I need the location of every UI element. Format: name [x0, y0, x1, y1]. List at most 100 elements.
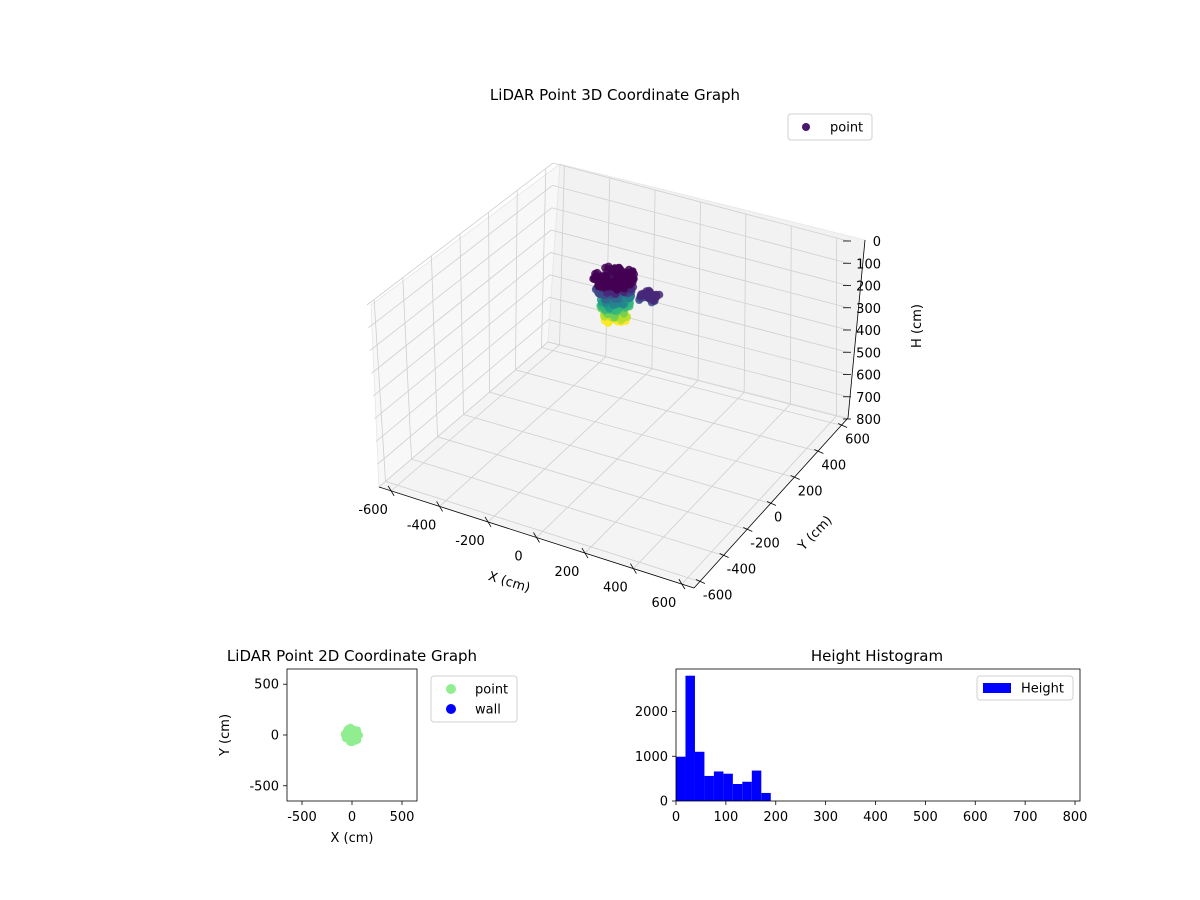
histogram-x-tick-label-4: 400	[863, 810, 888, 825]
plot-3d-z-axis-line	[847, 239, 866, 419]
plot-3d-y-tick-1	[719, 553, 729, 558]
plot-3d-title: LiDAR Point 3D Coordinate Graph	[490, 86, 740, 104]
plot-2d-point-156	[349, 736, 356, 743]
plot-3d-point-546	[613, 283, 622, 292]
plot-3d-point-462	[646, 288, 654, 296]
plot-3d-x-tick-label-2: -200	[455, 534, 485, 549]
histogram-x-tick-label-3: 300	[813, 810, 838, 825]
plot-3d-y-tick-5	[814, 449, 824, 454]
histogram-bar-6	[732, 784, 743, 801]
plot-2d-x-tick-label-1: 0	[348, 810, 356, 825]
plot-2d-point-159	[343, 728, 350, 735]
plot-3d-point-559	[620, 275, 629, 284]
histogram-legend: Height	[976, 675, 1074, 701]
histogram-y-tick-label-2: 2000	[635, 705, 668, 720]
plot-3d-z-tick-label-0: 0	[873, 235, 881, 250]
plot-3d-x-tick-0	[387, 485, 395, 497]
plot-3d-gridline-z-4	[372, 252, 849, 397]
plot-3d-x-tick-label-1: -400	[407, 518, 437, 533]
plot-3d-x-tick-2	[484, 516, 492, 528]
plot-3d-gridline-z-8	[378, 341, 849, 488]
plot-3d-z-tick-label-5: 500	[856, 346, 881, 361]
plot-3d-y-tick-label-0: -600	[703, 589, 733, 604]
histogram-bar-3	[704, 775, 714, 801]
plot-3d-x-tick-label-3: 0	[514, 550, 522, 565]
histogram-bar-1	[685, 675, 695, 801]
plot-2d-x-tick-label-2: 500	[390, 810, 415, 825]
plot-3d-point-556	[601, 263, 610, 272]
plot-3d-x-axis-label: X (cm)	[486, 569, 532, 596]
plot-3d-y-tick-4	[790, 475, 800, 480]
plot-3d-z-tick-label-4: 400	[856, 324, 881, 339]
histogram-bar-4	[713, 771, 724, 801]
plot-2d-legend-label-wall: wall	[475, 703, 501, 718]
histogram-legend-label: Height	[1021, 682, 1064, 697]
plot-3d-point-446	[655, 290, 664, 299]
plot-3d-x-tick-5	[630, 563, 637, 574]
plot-2d-y-tick-label-2: 500	[254, 678, 279, 693]
histogram-bar-5	[723, 773, 733, 801]
plot-3d-gridline-z-5	[374, 274, 849, 420]
histogram-bar-9	[761, 792, 771, 801]
histogram-x-tick-label-6: 600	[963, 810, 988, 825]
plot-3d-z-tick-label-2: 200	[856, 280, 881, 295]
plot-3d-point-cloud	[589, 262, 664, 327]
histogram-x-tick-label-0: 0	[672, 810, 680, 825]
histogram-bars	[676, 675, 771, 801]
plot-2d-legend-label-point: point	[475, 683, 508, 698]
plot-3d-grid	[366, 162, 849, 585]
plot-3d-y-tick-2	[743, 527, 753, 532]
plot-3d-x-tick-label-0: -600	[358, 503, 388, 518]
plot-3d-gridline-z-6	[375, 296, 849, 442]
plot-3d-z-tick-label-7: 700	[856, 391, 881, 406]
plot-2d-legend: point wall	[430, 675, 518, 723]
plot-2d: LiDAR Point 2D Coordinate Graph -500 0 500…	[218, 647, 518, 846]
plot-3d-point-536	[605, 282, 614, 291]
histogram-x-tick-label-2: 200	[763, 810, 788, 825]
plot-3d-gridline-z-0	[366, 162, 849, 306]
plot-3d-z-axis-label: H (cm)	[910, 304, 925, 348]
histogram-ticks: 0 100 200 300 400 500 600 700 800 0 1000 2000	[635, 705, 1088, 825]
histogram-x-tick-label-8: 800	[1063, 810, 1088, 825]
plot-2d-point-cloud	[341, 723, 363, 747]
histogram-bar-7	[742, 781, 752, 801]
plot-3d-x-tick-label-4: 200	[555, 565, 580, 580]
plot-3d-y-tick-label-3: 0	[774, 511, 782, 526]
plot-3d-legend-marker	[802, 123, 810, 131]
plot-3d-y-tick-6	[837, 423, 848, 428]
plot-3d-point-555	[625, 265, 633, 274]
plot-3d-legend: point	[787, 113, 873, 141]
plot-2d-legend-marker-wall	[446, 704, 456, 714]
plot-2d-y-tick-label-0: -500	[249, 779, 279, 794]
histogram-y-tick-label-1: 1000	[635, 750, 668, 765]
plot-2d-ticks: -500 0 500 -500 0 500	[249, 678, 414, 825]
histogram-legend-swatch	[983, 683, 1011, 693]
histogram-bar-8	[751, 770, 762, 801]
histogram-axes-border	[675, 668, 1081, 802]
plot-3d-x-tick-1	[436, 501, 443, 512]
plot-3d-point-550	[615, 267, 624, 276]
plot-2d-y-axis-label: Y (cm)	[218, 714, 233, 757]
plot-3d-x-tick-3	[533, 532, 540, 543]
plot-3d-y-axis-label: Y (cm)	[795, 513, 836, 554]
plot-3d-x-tick-4	[581, 547, 589, 559]
plot-3d-y-tick-label-4: 200	[798, 485, 823, 500]
histogram-legend-frame	[976, 675, 1074, 701]
plot-2d-legend-marker-point	[446, 684, 456, 694]
plot-3d-y-tick-label-1: -400	[727, 563, 757, 578]
plot-3d-z-tick-label-3: 300	[856, 302, 881, 317]
plot-2d-title: LiDAR Point 2D Coordinate Graph	[227, 647, 477, 665]
plot-3d-legend-frame	[787, 113, 873, 141]
histogram-y-tick-label-0: 0	[660, 795, 668, 810]
plot-3d-z-tick-label-6: 600	[856, 369, 881, 384]
histogram-bar-2	[694, 751, 705, 801]
plot-3d-y-tick-label-6: 600	[845, 433, 870, 448]
plot-3d-legend-label: point	[830, 121, 863, 136]
plot-3d-z-tick-label-1: 100	[856, 257, 881, 272]
histogram-x-tick-label-1: 100	[713, 810, 738, 825]
plot-3d-ticks: -600 -400 -200 0 200 400 600 -600 -400 -200 0 200 40…	[358, 235, 881, 611]
plot-2d-x-axis-label: X (cm)	[331, 831, 374, 846]
histogram-x-tick-label-5: 500	[913, 810, 938, 825]
plot-3d-y-tick-label-5: 400	[821, 459, 846, 474]
